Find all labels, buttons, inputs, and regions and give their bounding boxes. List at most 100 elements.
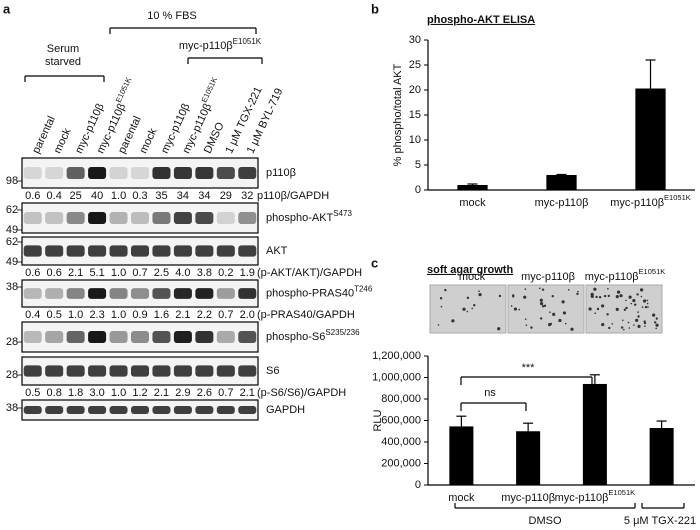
blot-band — [88, 331, 107, 343]
mw-marker: 62 — [6, 204, 18, 216]
blot-label-sup: S473 — [333, 209, 352, 218]
quant-value: 34 — [198, 190, 210, 202]
quant-value: 2.2 — [197, 309, 212, 321]
bar — [546, 175, 577, 190]
colony — [637, 324, 641, 328]
blot-band — [173, 365, 192, 377]
x-tick-label-text: myc-p110β — [555, 492, 609, 504]
blot-band — [88, 288, 107, 299]
x-tick-label-sup: E1051K — [664, 193, 691, 202]
blot-band — [66, 245, 85, 257]
blot-band — [195, 212, 214, 224]
group-label-sup: E1051K — [233, 37, 262, 46]
quant-value: 1.0 — [68, 309, 83, 321]
colony — [625, 299, 627, 302]
blot-band — [173, 212, 192, 224]
quant-value: 0.6 — [47, 267, 62, 279]
colony — [619, 294, 623, 298]
colony — [451, 319, 455, 323]
blot-band — [23, 167, 42, 179]
colony — [608, 326, 611, 330]
quant-value: 1.9 — [240, 267, 255, 279]
colony — [636, 293, 639, 296]
y-tick-label: 30 — [409, 34, 421, 46]
blot-band — [88, 406, 107, 414]
blot-band — [152, 288, 171, 299]
quant-value: 2.9 — [175, 387, 190, 399]
quant-value: 0.7 — [218, 387, 233, 399]
blot-band — [173, 331, 192, 343]
blot-label-sup: T246 — [354, 284, 373, 293]
colony — [551, 294, 554, 298]
blot-band — [23, 212, 42, 224]
colony — [478, 290, 480, 293]
colony — [643, 320, 646, 323]
image-label: myc-p110β — [521, 271, 575, 283]
quant-value: 1.2 — [132, 387, 147, 399]
blot-band — [173, 288, 192, 299]
colony — [598, 295, 602, 299]
quant-value: 3.0 — [89, 387, 104, 399]
blot-band — [66, 212, 85, 224]
mw-marker: 38 — [6, 281, 18, 293]
mw-marker: 38 — [6, 402, 18, 414]
colony — [538, 287, 541, 290]
colony-image — [429, 284, 507, 334]
colony — [567, 289, 570, 291]
blot-band — [88, 245, 107, 257]
y-axis-label: % phospho/total AKT — [392, 63, 404, 166]
blot-band — [173, 167, 192, 179]
quant-label: (p-S6/S6)/GAPDH — [257, 387, 346, 399]
colony — [632, 298, 636, 303]
colony — [564, 322, 567, 325]
colony — [590, 294, 594, 298]
quant-label: p110β/GAPDH — [257, 190, 329, 202]
colony — [601, 322, 605, 327]
colony — [558, 318, 562, 323]
blot-band — [23, 288, 42, 299]
quant-value: 1.0 — [111, 267, 126, 279]
y-tick-label: 800,000 — [381, 393, 421, 405]
blot-band — [238, 406, 257, 414]
quant-label: (p-AKT/AKT)/GAPDH — [257, 267, 362, 279]
blot-band — [130, 245, 150, 257]
quant-value: 5.1 — [89, 267, 104, 279]
colony — [628, 327, 631, 329]
y-tick-label: 0 — [415, 184, 421, 196]
quant-value: 34 — [177, 190, 189, 202]
blot-band — [216, 245, 235, 257]
quant-value: 2.5 — [154, 267, 169, 279]
lane-label: mock — [137, 126, 159, 155]
colony — [570, 327, 574, 331]
blot-band — [195, 365, 214, 377]
quant-value: 2.6 — [197, 387, 212, 399]
blot-label-text: phospho-PRAS40 — [266, 287, 354, 299]
bar — [635, 88, 666, 190]
blot-label-text: phospho-AKT — [266, 212, 334, 224]
blot-band — [109, 365, 128, 377]
blot-band — [45, 365, 64, 377]
panel-label: b — [371, 1, 379, 16]
quant-value: 1.8 — [68, 387, 83, 399]
colony — [444, 288, 447, 292]
chart-title: phospho-AKT ELISA — [427, 14, 535, 26]
quant-value: 0.6 — [25, 190, 40, 202]
colony — [549, 311, 551, 314]
colony — [498, 294, 502, 298]
y-tick-label: 1,000,000 — [372, 371, 421, 383]
bar — [649, 428, 674, 485]
quant-value: 2.1 — [175, 309, 190, 321]
x-tick-label: myc-p110β — [535, 197, 589, 209]
colony — [630, 302, 632, 305]
quant-label: (p-PRAS40/GAPDH — [257, 309, 355, 321]
quant-value: 0.5 — [25, 387, 40, 399]
colony — [611, 323, 614, 325]
colony — [623, 328, 625, 331]
quant-value: 0.5 — [47, 309, 62, 321]
bar — [457, 185, 488, 190]
colony — [552, 312, 556, 316]
colony — [641, 306, 644, 308]
panel-label: a — [3, 1, 11, 16]
colony — [543, 304, 547, 308]
colony — [577, 290, 579, 293]
